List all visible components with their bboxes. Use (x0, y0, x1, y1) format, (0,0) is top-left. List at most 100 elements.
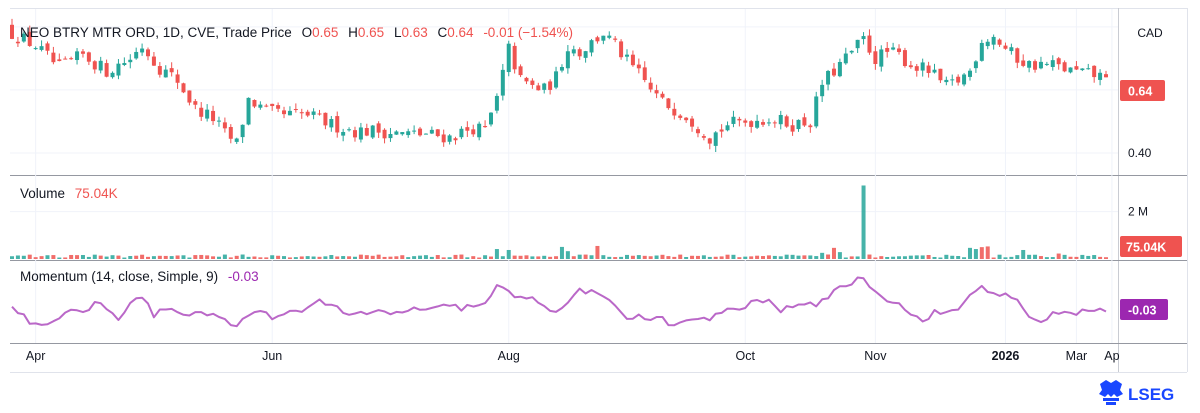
volume-bar[interactable] (187, 257, 192, 259)
volume-bar[interactable] (695, 255, 700, 259)
candle[interactable] (406, 131, 411, 136)
candle[interactable] (146, 49, 151, 57)
volume-bar[interactable] (601, 255, 606, 259)
candle[interactable] (619, 41, 624, 58)
volume-bar[interactable] (1050, 257, 1055, 259)
volume-bar[interactable] (228, 257, 233, 259)
candle[interactable] (973, 61, 978, 69)
volume-bar[interactable] (766, 255, 771, 259)
volume-bar[interactable] (80, 255, 85, 259)
candle[interactable] (843, 53, 848, 64)
candle[interactable] (932, 69, 937, 73)
candle[interactable] (104, 63, 109, 77)
volume-bar[interactable] (110, 255, 115, 259)
candle[interactable] (766, 122, 771, 124)
volume-bar[interactable] (701, 255, 706, 259)
candle[interactable] (1056, 58, 1061, 65)
candle[interactable] (1009, 47, 1014, 52)
volume-bar[interactable] (122, 257, 127, 259)
volume-bar[interactable] (814, 256, 819, 259)
volume-bar[interactable] (879, 256, 884, 259)
volume-bar[interactable] (1086, 255, 1091, 259)
volume-bar[interactable] (885, 256, 890, 259)
volume-bar[interactable] (1068, 256, 1073, 259)
candle[interactable] (21, 33, 26, 42)
candle[interactable] (613, 38, 618, 40)
candle[interactable] (222, 122, 227, 129)
candle[interactable] (205, 109, 210, 119)
candle[interactable] (465, 127, 470, 131)
candle[interactable] (654, 90, 659, 94)
volume-bar[interactable] (808, 255, 813, 259)
volume-bar[interactable] (477, 257, 482, 259)
candle[interactable] (388, 134, 393, 139)
volume-bar[interactable] (234, 255, 239, 259)
candle[interactable] (808, 125, 813, 128)
candle[interactable] (252, 100, 257, 107)
candle[interactable] (548, 81, 553, 90)
candle[interactable] (867, 35, 872, 53)
volume-bar[interactable] (69, 254, 74, 259)
candle[interactable] (778, 114, 783, 125)
candle[interactable] (441, 134, 446, 143)
candle[interactable] (784, 116, 789, 127)
candle[interactable] (10, 24, 14, 39)
volume-bar[interactable] (205, 255, 210, 259)
volume-bar[interactable] (382, 256, 387, 259)
volume-bar[interactable] (86, 256, 91, 259)
price-candles[interactable] (10, 18, 1108, 153)
candle[interactable] (707, 138, 712, 144)
candle[interactable] (134, 51, 139, 59)
volume-bar[interactable] (104, 256, 109, 259)
volume-bar[interactable] (672, 256, 677, 259)
candle[interactable] (595, 37, 600, 42)
volume-bar[interactable] (157, 255, 162, 259)
volume-bar[interactable] (1104, 257, 1108, 259)
volume-bar[interactable] (27, 254, 32, 259)
volume-bar[interactable] (494, 249, 499, 259)
candle[interactable] (660, 93, 665, 98)
volume-bar[interactable] (146, 256, 151, 259)
volume-bar[interactable] (45, 255, 50, 259)
volume-bar[interactable] (902, 256, 907, 259)
volume-bar[interactable] (75, 255, 80, 259)
candle[interactable] (885, 47, 890, 52)
volume-bar[interactable] (897, 256, 902, 259)
volume-bar[interactable] (240, 254, 245, 259)
volume-bar[interactable] (1009, 256, 1014, 259)
volume-bar[interactable] (837, 252, 842, 259)
candle[interactable] (240, 124, 245, 138)
candle[interactable] (725, 125, 730, 131)
volume-bar[interactable] (199, 254, 204, 259)
candle[interactable] (293, 109, 298, 111)
candle[interactable] (583, 51, 588, 58)
candle[interactable] (962, 74, 967, 85)
volume-bar[interactable] (956, 255, 961, 259)
volume-bar[interactable] (376, 254, 381, 259)
candle[interactable] (258, 104, 263, 108)
volume-bar[interactable] (33, 257, 38, 259)
volume-bar[interactable] (678, 254, 683, 259)
volume-bar[interactable] (565, 251, 570, 259)
volume-bar[interactable] (1027, 254, 1032, 259)
volume-bar[interactable] (276, 255, 281, 259)
volume-bar[interactable] (790, 254, 795, 259)
candle[interactable] (435, 129, 440, 137)
volume-bar[interactable] (282, 256, 287, 259)
volume-bar[interactable] (246, 256, 251, 259)
candle[interactable] (151, 56, 156, 66)
candle[interactable] (559, 67, 564, 71)
volume-bar[interactable] (10, 256, 14, 259)
candle[interactable] (914, 66, 919, 71)
volume-bar[interactable] (140, 254, 145, 259)
candle[interactable] (737, 118, 742, 121)
volume-bar[interactable] (613, 257, 618, 259)
candle[interactable] (518, 66, 523, 76)
candle[interactable] (524, 77, 529, 82)
volume-bar[interactable] (997, 254, 1002, 259)
volume-bar[interactable] (867, 254, 872, 259)
volume-bar[interactable] (63, 257, 68, 259)
candle[interactable] (1015, 48, 1020, 63)
candle[interactable] (1050, 60, 1055, 67)
candle[interactable] (796, 119, 801, 130)
